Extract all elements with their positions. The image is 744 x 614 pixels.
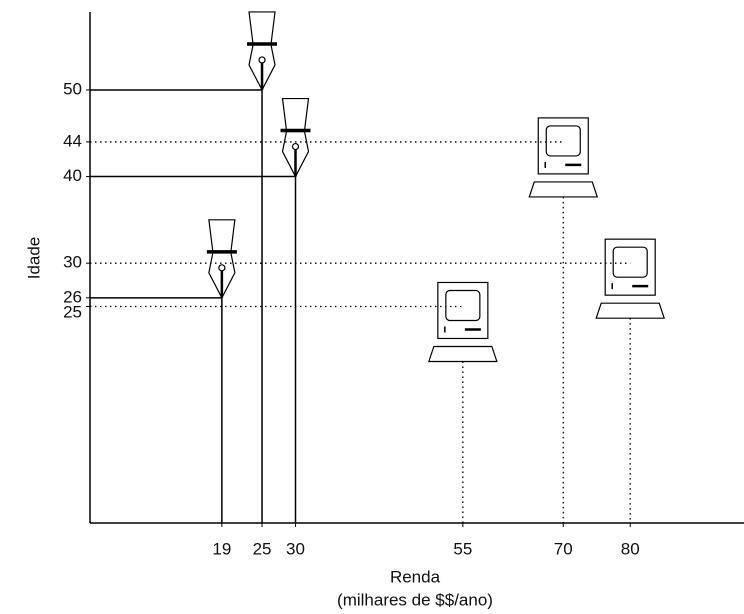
y-tick-label: 25: [63, 302, 82, 321]
y-tick-label: 40: [63, 166, 82, 185]
computer-marker: [528, 117, 599, 198]
pen-marker: [206, 219, 237, 300]
pen-hole: [291, 142, 300, 151]
screen: [445, 289, 481, 322]
pen-marker: [280, 97, 311, 178]
x-tick-label: 80: [621, 539, 640, 558]
x-axis-label: (milhares de $$/ano): [337, 590, 493, 609]
keyboard: [595, 302, 666, 319]
y-tick-label: 50: [63, 79, 82, 98]
y-tick-label: 30: [63, 253, 82, 272]
x-axis-label: Renda: [390, 567, 441, 586]
monitor: [437, 281, 489, 340]
keyboard: [528, 181, 599, 198]
x-tick-label: 19: [212, 539, 231, 558]
computer-marker: [428, 281, 498, 363]
pen-cap: [248, 11, 276, 45]
x-tick-label: 55: [453, 539, 472, 558]
pen-cap: [208, 219, 236, 253]
pen-cap: [281, 97, 310, 132]
computer-marker: [595, 238, 666, 319]
keyboard: [428, 345, 498, 363]
y-tick-label: 44: [63, 131, 82, 150]
x-tick-label: 30: [286, 539, 305, 558]
screen: [612, 246, 648, 278]
x-tick-label: 25: [253, 539, 272, 558]
x-tick-label: 70: [554, 539, 573, 558]
pen-marker: [247, 11, 278, 92]
y-tick-label: 26: [63, 287, 82, 306]
monitor: [537, 117, 589, 175]
y-axis-label: Idade: [24, 237, 43, 280]
monitor: [604, 238, 656, 296]
pen-hole: [258, 56, 266, 64]
screen: [545, 125, 581, 157]
pen-hole: [218, 264, 226, 272]
